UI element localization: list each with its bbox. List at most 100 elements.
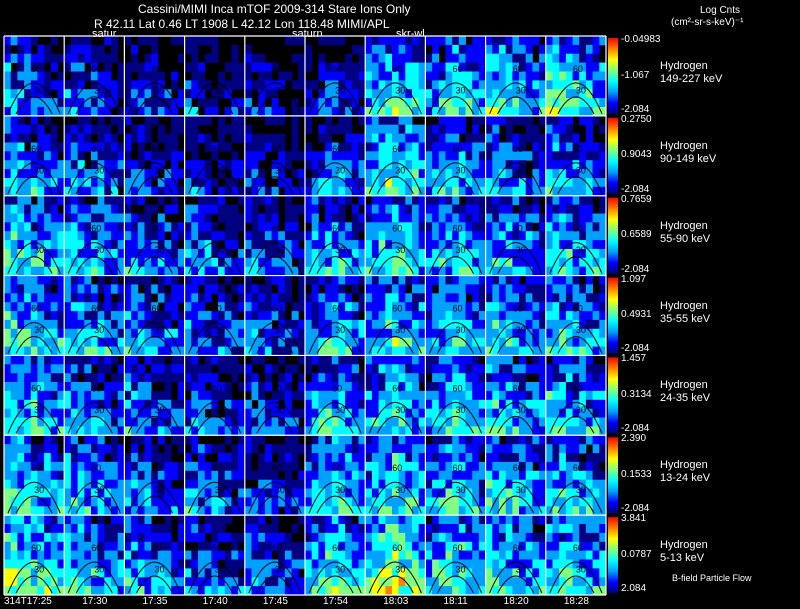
heatmap-cell [438, 390, 446, 401]
heatmap-cell [545, 80, 553, 90]
heatmap-cell [258, 231, 266, 241]
heatmap-cell [198, 222, 206, 232]
heatmap-cell [17, 204, 25, 214]
heatmap-cell [171, 346, 179, 356]
heatmap-cell [204, 204, 212, 214]
heatmap-cell [44, 444, 52, 454]
heatmap-cell [552, 506, 560, 516]
heatmap-cell [378, 160, 386, 170]
heatmap-cell [525, 497, 533, 507]
heatmap-cell [592, 231, 600, 241]
heatmap-cell [124, 319, 132, 330]
heatmap-cell [177, 249, 185, 259]
heatmap-cell [44, 461, 52, 472]
heatmap-cell [418, 293, 426, 303]
heatmap-cell [331, 240, 339, 250]
heatmap-cell [572, 293, 580, 303]
heatmap-cell [365, 107, 373, 117]
heatmap-cell [37, 124, 45, 134]
heatmap-cell [231, 408, 239, 418]
heatmap-cell [472, 293, 480, 303]
heatmap-cell [485, 62, 493, 72]
heatmap-cell [565, 124, 573, 134]
heatmap-cell [305, 249, 313, 259]
heatmap-cell [50, 80, 58, 90]
heatmap-cell [117, 107, 125, 117]
heatmap-cell [499, 373, 507, 383]
heatmap-cell [10, 257, 18, 268]
heatmap-cell [545, 222, 553, 232]
heatmap-cell [111, 453, 119, 463]
heatmap-cell [452, 470, 460, 481]
heatmap-cell [4, 107, 12, 117]
heatmap-cell [231, 559, 239, 569]
heatmap-cell [592, 444, 600, 454]
heatmap-cell [44, 186, 52, 197]
contour-line [75, 575, 113, 594]
heatmap-cell [365, 399, 373, 410]
heatmap-cell [117, 249, 125, 259]
heatmap-cell [358, 417, 366, 427]
heatmap-cell [392, 302, 400, 312]
contour-label: 30 [516, 325, 526, 335]
heatmap-cell [177, 36, 185, 46]
heatmap-cell [458, 62, 466, 72]
heatmap-cell [565, 488, 573, 498]
heatmap-cell [30, 319, 38, 330]
heatmap-cell [224, 178, 232, 188]
heatmap-cell [10, 115, 18, 126]
heatmap-cell [104, 151, 112, 161]
heatmap-cell [559, 373, 567, 383]
heatmap-cell [177, 541, 185, 552]
heatmap-cell [238, 302, 246, 312]
heatmap-cell [532, 346, 540, 356]
heatmap-cell [432, 133, 440, 143]
heatmap-cell [519, 169, 527, 179]
heatmap-cell [525, 382, 533, 392]
heatmap-cell [97, 373, 105, 383]
heatmap-cell [405, 36, 413, 46]
contour-line [428, 242, 483, 274]
heatmap-cell [492, 275, 500, 285]
heatmap-cell [97, 222, 105, 232]
heatmap-cell [505, 124, 513, 134]
heatmap-cell [539, 506, 547, 516]
heatmap-cell [271, 311, 279, 321]
heatmap-cell [271, 488, 279, 498]
heatmap-cell [144, 89, 152, 99]
heatmap-cell [251, 178, 259, 188]
contour-line [135, 256, 174, 274]
heatmap-cell [57, 257, 65, 268]
heatmap-cell [545, 444, 553, 454]
heatmap-cell [251, 444, 259, 454]
heatmap-cell [284, 293, 292, 303]
heatmap-cell [338, 328, 346, 339]
heatmap-cell [371, 408, 379, 418]
heatmap-cell [151, 53, 159, 63]
heatmap-cell [30, 426, 38, 436]
heatmap-cell [552, 470, 560, 481]
heatmap-cell [44, 266, 52, 276]
heatmap-cell [385, 89, 393, 99]
heatmap-cell [418, 266, 426, 276]
heatmap-cell [4, 408, 12, 418]
heatmap-cell [218, 417, 226, 427]
heatmap-cell [191, 89, 199, 99]
heatmap-cell [24, 213, 32, 223]
heatmap-cell [559, 319, 567, 330]
heatmap-cell [438, 213, 446, 223]
heatmap-cell [378, 36, 386, 46]
heatmap-cell [492, 364, 500, 374]
heatmap-cell [572, 151, 580, 161]
heatmap-cell [331, 266, 339, 276]
heatmap-cell [445, 355, 453, 365]
heatmap-cell [244, 231, 252, 241]
contour-line [15, 415, 53, 434]
heatmap-cell [84, 186, 92, 197]
heatmap-cell [412, 479, 420, 489]
heatmap-cell [458, 186, 466, 197]
heatmap-cell [57, 186, 65, 197]
heatmap-cell [10, 337, 18, 347]
heatmap-cell [77, 142, 85, 152]
contour-label: 60 [91, 64, 101, 74]
